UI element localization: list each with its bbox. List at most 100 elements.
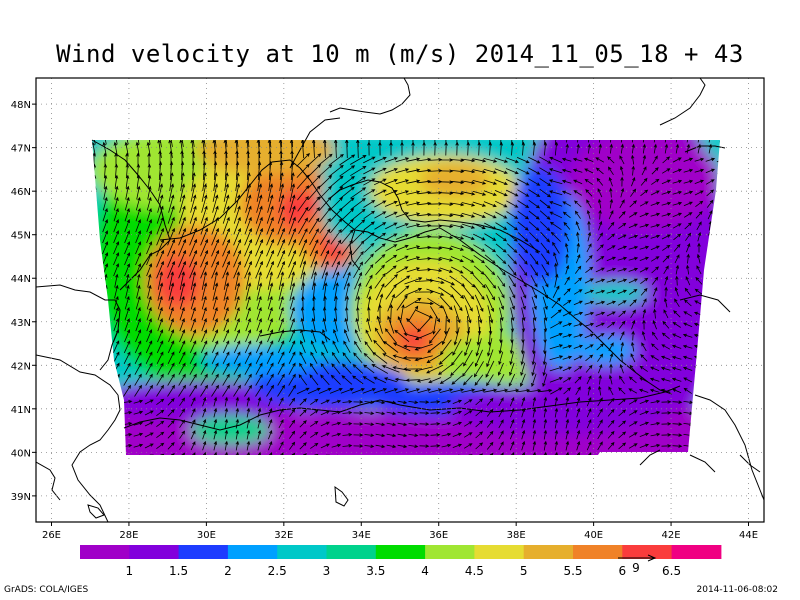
legend-label: 4 [421, 564, 429, 578]
wind-vector [496, 264, 506, 276]
wind-vector [686, 253, 690, 264]
wind-vector [439, 388, 454, 393]
wind-vector [452, 432, 463, 437]
wind-vector [202, 418, 207, 429]
wind-vector [157, 271, 163, 290]
wind-vector [158, 161, 163, 181]
wind-vector [356, 295, 361, 310]
wind-vector [585, 254, 593, 263]
wind-vector [562, 201, 572, 207]
wind-vector [189, 249, 198, 268]
wind-vector [532, 141, 537, 156]
wind-vector [650, 399, 661, 404]
wind-vector [549, 156, 563, 163]
wind-vector [675, 275, 679, 286]
wind-vector [586, 243, 592, 253]
wind-vector [350, 208, 366, 222]
wind-vector [124, 207, 130, 222]
wind-vector [288, 351, 296, 364]
wind-vector [639, 234, 650, 239]
wind-vector [540, 231, 551, 243]
wind-vector [296, 152, 310, 167]
wind-vector [288, 260, 296, 279]
wind-vector [587, 231, 592, 242]
wind-vector [620, 140, 624, 143]
wind-vector [180, 161, 185, 181]
wind-vector [234, 140, 239, 158]
wind-vector [461, 234, 475, 240]
wind-vector [618, 398, 627, 406]
wind-vector [246, 396, 251, 407]
wind-vector [531, 373, 537, 388]
wind-vector [629, 289, 638, 295]
wind-vector [395, 201, 410, 207]
wind-vector [135, 141, 140, 156]
wind-vector [374, 327, 385, 344]
wind-vector [528, 221, 540, 231]
wind-vector [430, 422, 441, 426]
wind-vector [288, 216, 296, 235]
wind-vector [562, 311, 572, 317]
wind-vector [373, 156, 387, 163]
wind-vector [706, 456, 715, 459]
wind-vector [430, 433, 441, 437]
x-tick-label: 32E [274, 530, 293, 541]
wind-vector [631, 143, 635, 154]
wind-vector [268, 440, 273, 451]
wind-vector [319, 217, 331, 234]
wind-vector [499, 329, 503, 344]
wind-vector [597, 441, 603, 451]
wind-vector [628, 376, 637, 384]
wind-vector [146, 241, 153, 255]
wind-vector [549, 355, 564, 361]
wind-vector [672, 212, 683, 218]
wind-vector [354, 329, 361, 343]
wind-vector [191, 150, 195, 169]
wind-vector [167, 442, 175, 450]
wind-vector [708, 143, 713, 154]
wind-vector [531, 340, 536, 355]
wind-vector [339, 165, 356, 177]
wind-vector [630, 353, 636, 363]
wind-vector [485, 265, 496, 276]
wind-vector [234, 140, 239, 147]
wind-vector [452, 443, 463, 448]
wind-vector [157, 140, 162, 147]
wind-vector [543, 318, 548, 333]
wind-vector [694, 444, 705, 449]
wind-vector [322, 140, 327, 148]
wind-vector [224, 451, 229, 455]
wind-vector [102, 295, 108, 310]
wind-vector [521, 140, 526, 145]
wind-vector [190, 194, 197, 213]
wind-vector [661, 332, 670, 340]
wind-vector [428, 169, 443, 173]
wind-vector [477, 140, 481, 145]
wind-vector [383, 377, 398, 383]
wind-vector [320, 363, 330, 375]
wind-vector [663, 265, 669, 275]
wind-vector [652, 286, 658, 297]
wind-vector [450, 362, 464, 377]
wind-vector [405, 378, 420, 382]
wind-vector [430, 444, 441, 448]
wind-vector [133, 421, 144, 426]
wind-vector [278, 306, 284, 321]
wind-vector [595, 322, 605, 328]
wind-vector [497, 362, 504, 376]
wind-vector [719, 140, 720, 143]
wind-vector [246, 150, 250, 169]
wind-vector [561, 190, 572, 196]
wind-vector [289, 194, 296, 213]
wind-vector [222, 373, 230, 386]
legend-swatch [523, 545, 574, 559]
wind-vector [394, 329, 410, 343]
wind-vector [334, 282, 339, 301]
wind-vector [190, 183, 196, 202]
wind-vector [495, 243, 507, 253]
wind-vector [505, 168, 519, 175]
wind-vector [333, 140, 338, 148]
wind-vector [406, 179, 421, 184]
wind-vector [650, 410, 661, 415]
wind-vector [521, 329, 525, 344]
